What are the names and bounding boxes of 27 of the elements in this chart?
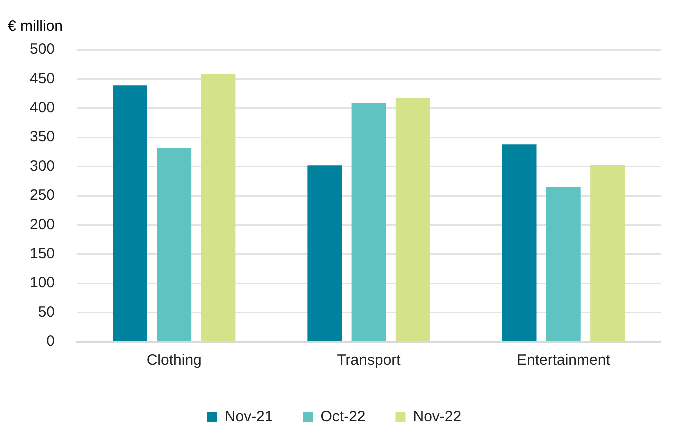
y-axis-title: € million — [8, 18, 64, 36]
y-tick-label: 500 — [30, 41, 56, 58]
y-tick-label: 400 — [30, 100, 56, 117]
legend-label: Nov-22 — [413, 408, 462, 426]
bar — [308, 166, 342, 342]
y-tick-label: 350 — [30, 128, 56, 146]
x-tick-label: Transport — [337, 352, 402, 370]
y-tick-label: 0 — [46, 333, 56, 350]
bar — [502, 144, 537, 342]
x-tick-label: Entertainment — [516, 352, 612, 370]
y-tick-label: 250 — [30, 187, 56, 204]
bar — [352, 103, 386, 342]
bar — [157, 148, 192, 342]
y-tick-label: 300 — [30, 158, 56, 175]
y-tick-label: 50 — [38, 304, 56, 321]
y-tick-label: 200 — [30, 216, 56, 234]
bar — [201, 74, 236, 342]
y-tick-label: 100 — [30, 274, 56, 292]
bar — [113, 86, 148, 342]
x-tick-label: Clothing — [146, 352, 202, 370]
legend-label: Nov-21 — [224, 408, 274, 426]
bar — [396, 98, 430, 342]
bar — [590, 165, 625, 342]
y-tick-label: 150 — [30, 246, 56, 263]
y-tick-label: 450 — [30, 70, 56, 88]
bar — [546, 187, 581, 342]
legend-label: Oct-22 — [320, 408, 366, 426]
